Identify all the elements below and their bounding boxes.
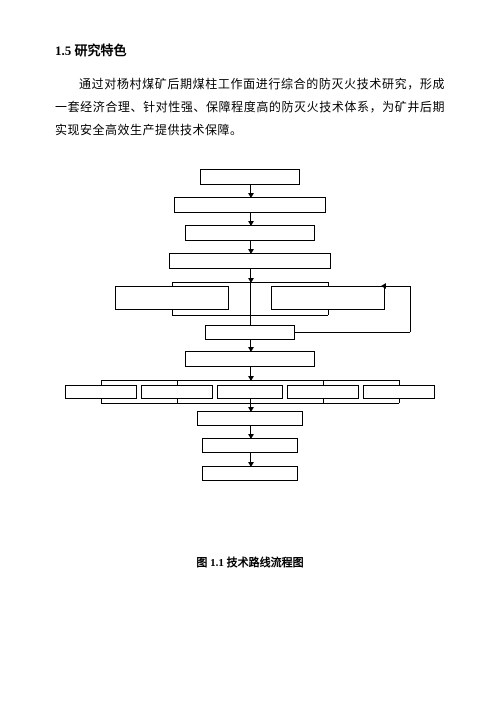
flow-node (200, 169, 300, 185)
flow-arrow (177, 380, 178, 385)
flowchart (55, 169, 445, 524)
flow-arrow (328, 310, 329, 315)
flow-connector (101, 403, 399, 404)
flow-arrow (410, 286, 411, 332)
flow-node (141, 385, 213, 399)
flow-arrow (250, 185, 251, 197)
flow-arrow (399, 380, 400, 385)
flow-node (185, 225, 315, 241)
flow-node (205, 325, 295, 340)
flow-arrow (250, 269, 251, 282)
flow-arrow (250, 426, 251, 438)
flow-node (217, 385, 283, 399)
flow-node (169, 253, 331, 269)
flow-node (174, 197, 326, 213)
flow-arrow (250, 399, 251, 411)
flow-node (185, 351, 315, 367)
flow-node (287, 385, 359, 399)
flow-node (271, 286, 385, 310)
flow-arrow (172, 282, 173, 286)
flow-node (115, 286, 229, 310)
flow-arrow (399, 399, 400, 403)
flow-connector (172, 315, 328, 316)
flow-arrow (101, 380, 102, 385)
flow-arrow (250, 241, 251, 253)
flow-arrow (250, 282, 251, 325)
flow-node (65, 385, 137, 399)
flow-connector (295, 332, 410, 333)
body-paragraph: 通过对杨村煤矿后期煤柱工作面进行综合的防灭火技术研究，形成一套经济合理、针对性强… (55, 73, 445, 141)
flow-connector (101, 380, 399, 381)
figure-caption: 图 1.1 技术路线流程图 (55, 554, 445, 570)
flow-arrow (250, 453, 251, 466)
flow-arrow (323, 380, 324, 385)
flow-node (202, 466, 298, 481)
section-heading: 1.5 研究特色 (55, 40, 445, 59)
flow-node (202, 438, 298, 453)
flow-arrow (250, 367, 251, 380)
flow-arrow (250, 213, 251, 225)
flow-node (197, 411, 303, 426)
flow-arrow (328, 282, 329, 286)
flowchart-container (55, 169, 445, 524)
flow-connector (385, 286, 410, 287)
flow-node (363, 385, 435, 399)
arrowhead-icon (381, 283, 386, 289)
flow-arrow (250, 340, 251, 351)
flow-connector (172, 282, 328, 283)
